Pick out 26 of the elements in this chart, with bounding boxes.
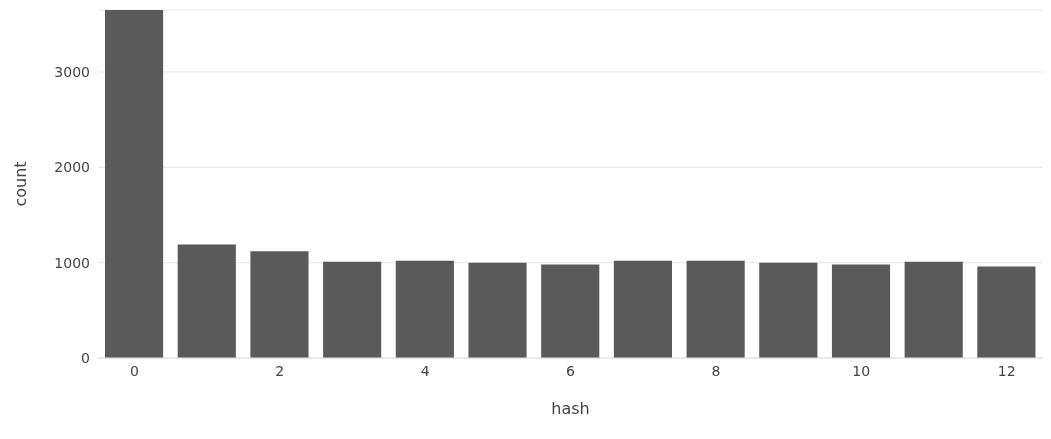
x-tick-label: 2	[275, 362, 285, 379]
x-tick-label: 4	[420, 362, 430, 379]
bar	[395, 260, 454, 358]
y-tick-label: 2000	[54, 159, 90, 176]
x-tick-label: 8	[711, 362, 721, 379]
y-axis-title: count	[10, 161, 30, 207]
bar	[177, 244, 236, 358]
bar	[541, 264, 600, 358]
bar	[613, 260, 672, 358]
bar	[250, 251, 309, 358]
bar	[759, 262, 818, 358]
bar	[977, 266, 1036, 358]
bar	[323, 261, 382, 358]
bar	[831, 264, 891, 358]
x-tick-label: 0	[129, 362, 139, 379]
bar	[686, 260, 745, 358]
x-tick-label: 12	[997, 362, 1016, 379]
y-tick-label: 3000	[54, 63, 90, 80]
bar	[904, 261, 963, 358]
x-tick-label: 6	[566, 362, 576, 379]
x-axis-title: hash	[551, 399, 590, 418]
bar	[105, 10, 164, 358]
y-tick-label: 0	[81, 349, 90, 366]
y-tick-label: 1000	[54, 254, 90, 271]
bar	[468, 262, 527, 358]
x-tick-label: 10	[852, 362, 871, 379]
